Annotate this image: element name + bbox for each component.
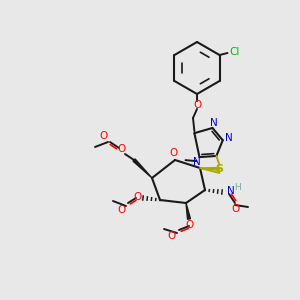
Text: N: N <box>210 118 217 128</box>
Text: N: N <box>227 186 235 196</box>
Text: N: N <box>193 157 200 167</box>
Text: O: O <box>118 205 126 215</box>
Text: O: O <box>193 100 201 110</box>
Text: O: O <box>186 220 194 230</box>
Polygon shape <box>200 167 220 170</box>
Text: Cl: Cl <box>230 47 240 57</box>
Polygon shape <box>186 203 190 219</box>
Text: O: O <box>134 192 142 202</box>
Text: O: O <box>232 204 240 214</box>
Text: O: O <box>168 231 176 241</box>
Text: O: O <box>100 131 108 141</box>
Text: S: S <box>215 164 223 174</box>
Text: O: O <box>169 148 177 158</box>
Text: O: O <box>117 144 125 154</box>
Text: N: N <box>225 133 232 143</box>
Polygon shape <box>133 159 152 178</box>
Text: H: H <box>234 184 241 193</box>
